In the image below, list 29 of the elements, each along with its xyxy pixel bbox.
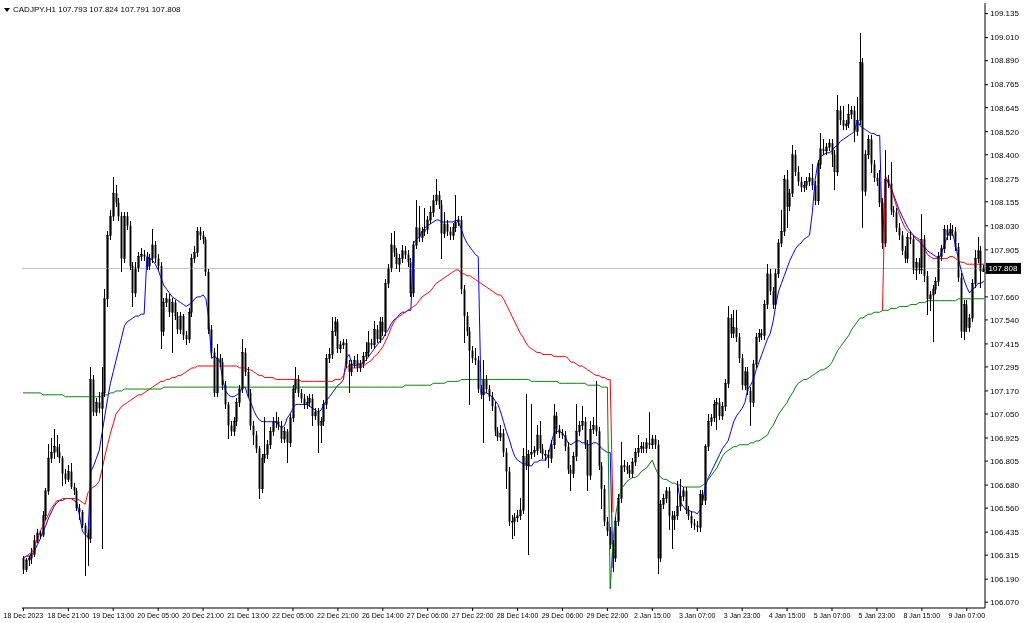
y-tick-label: 108.645: [990, 103, 1020, 113]
y-tick-label: 108.520: [990, 127, 1020, 137]
y-tick-label: 108.890: [990, 56, 1020, 66]
y-tick-label: 107.170: [990, 386, 1020, 396]
y-tick-label: 107.540: [990, 315, 1020, 325]
y-tick-label: 106.805: [990, 456, 1020, 466]
y-tick-label: 106.680: [990, 480, 1020, 490]
y-tick-label: 107.295: [990, 362, 1020, 372]
candlestick: [53, 428, 56, 459]
chart-title: CADJPY.H1 107.793 107.824 107.791 107.808: [13, 5, 181, 15]
y-tick-label: 108.400: [990, 150, 1020, 160]
y-tick-label: 106.190: [990, 575, 1020, 585]
y-tick-label: 106.435: [990, 527, 1020, 537]
y-tick-label: 108.275: [990, 174, 1020, 184]
y-tick-label: 107.905: [990, 245, 1020, 255]
candlestick: [825, 142, 828, 156]
y-tick-label: 107.660: [990, 292, 1020, 302]
y-tick-label: 106.925: [990, 433, 1020, 443]
ref-line-label: 107.808: [988, 264, 1018, 274]
y-tick-label: 108.030: [990, 221, 1020, 231]
y-tick-label: 107.415: [990, 339, 1020, 349]
y-tick-label: 107.050: [990, 409, 1020, 419]
y-tick-label: 108.765: [990, 80, 1020, 90]
y-tick-label: 109.010: [990, 33, 1020, 43]
y-tick-label: 106.560: [990, 503, 1020, 513]
y-tick-label: 106.315: [990, 551, 1020, 561]
y-tick-label: 108.155: [990, 197, 1020, 207]
y-tick-label: 109.135: [990, 9, 1020, 19]
y-tick-label: 106.070: [990, 598, 1020, 608]
